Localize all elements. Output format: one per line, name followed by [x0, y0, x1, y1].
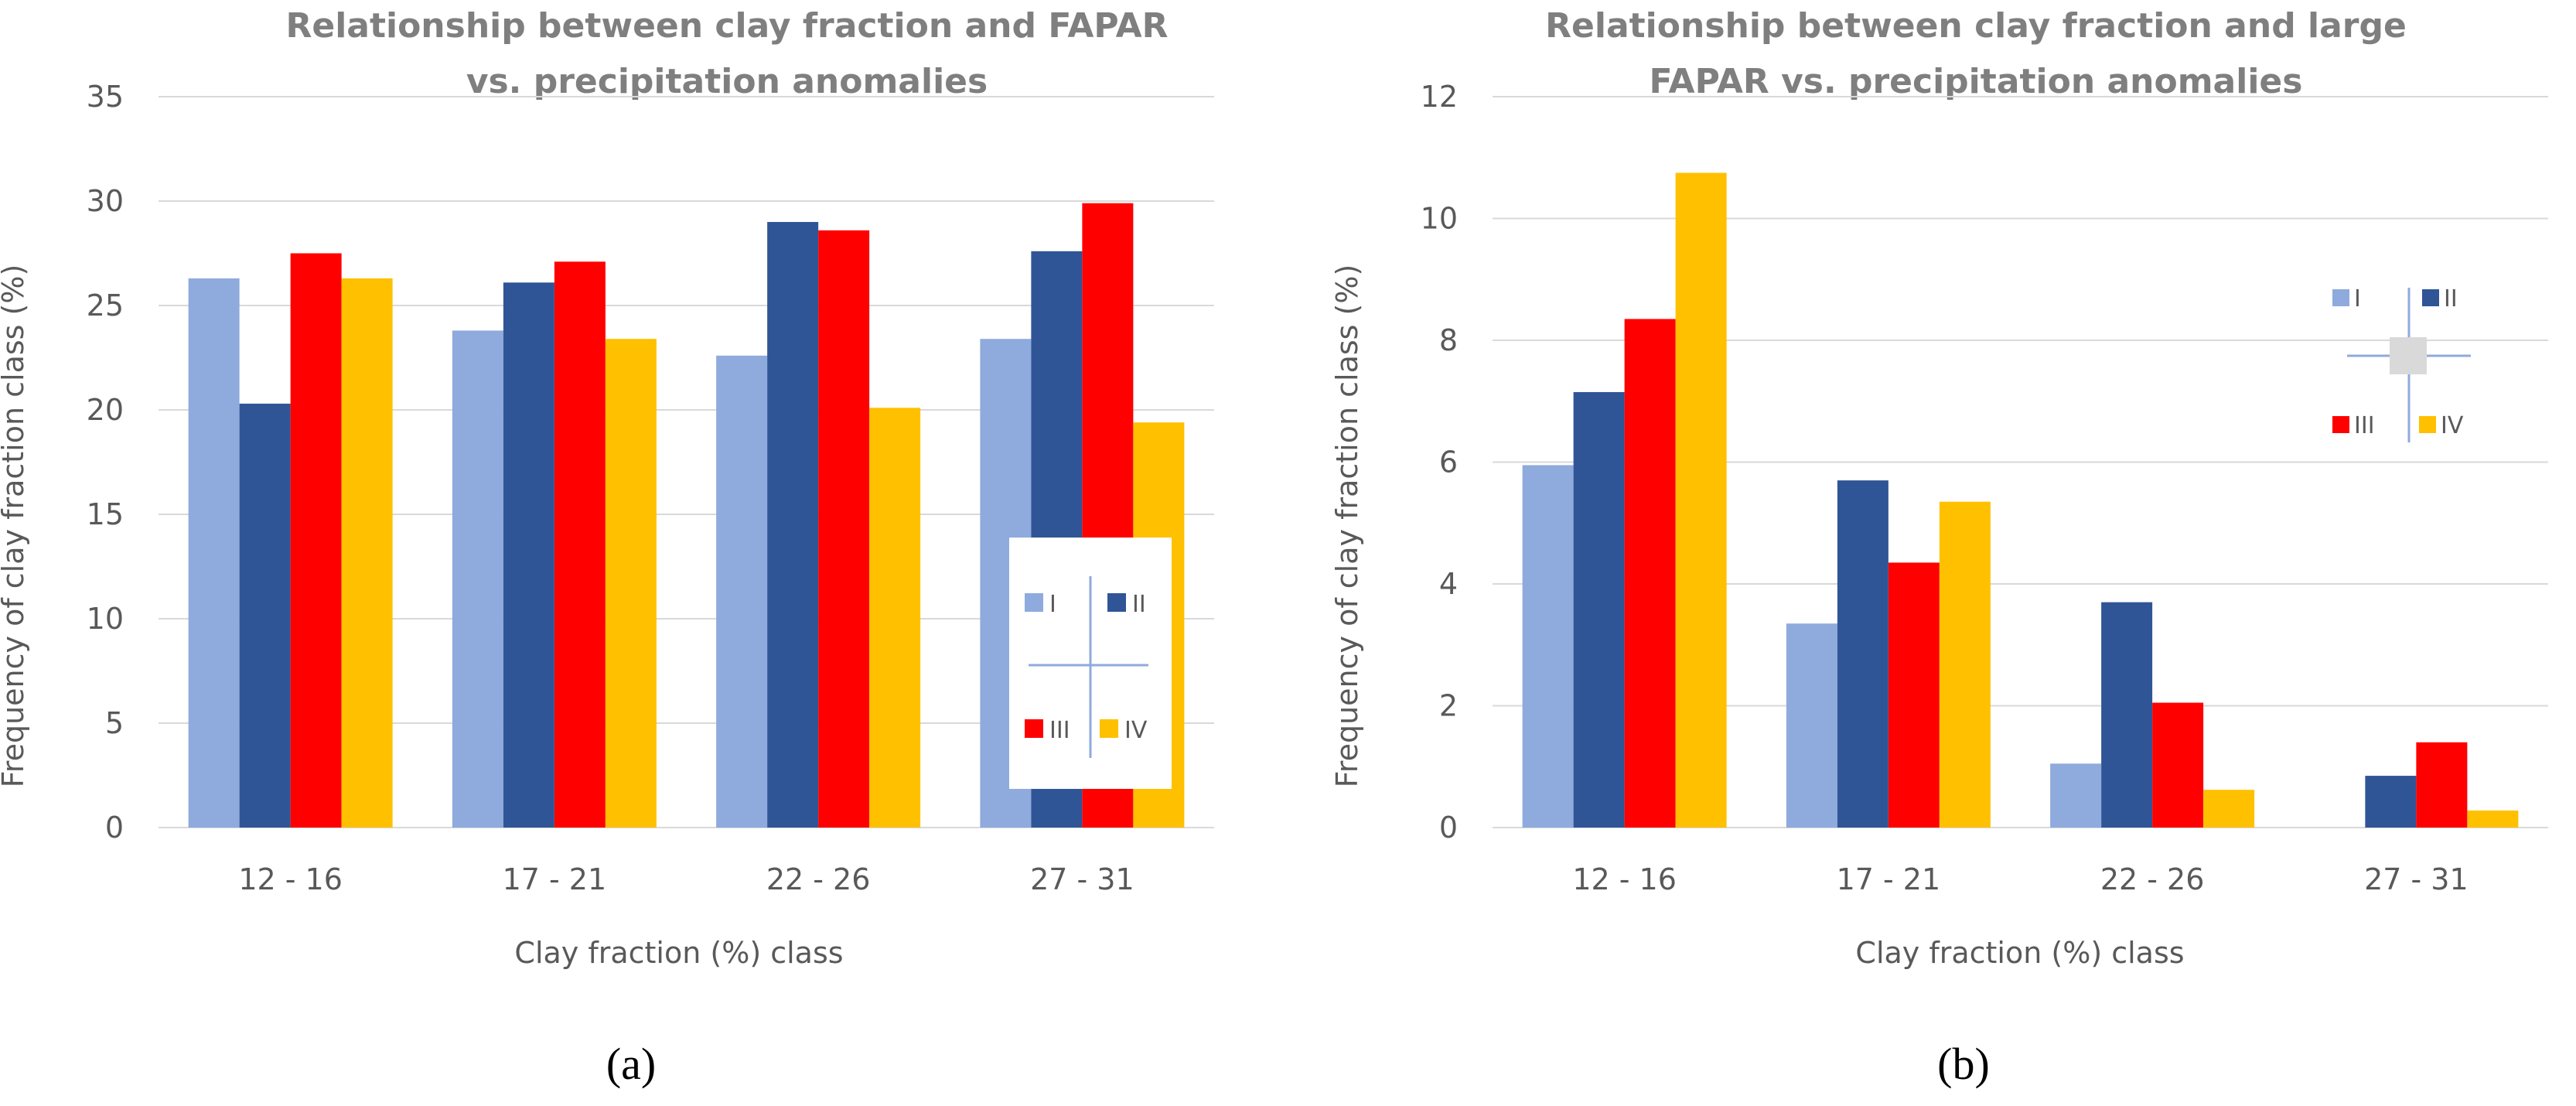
chart-a-bar-ii-3	[767, 222, 819, 828]
chart-b-bar-ii-1	[1573, 391, 1625, 828]
chart-a-y-tick-label: 0	[105, 811, 124, 845]
chart-b-x-tick-label: 27 - 31	[2364, 862, 2469, 896]
chart-a-x-tick-label: 22 - 26	[766, 862, 871, 896]
chart-b-legend-swatch-iii	[2332, 416, 2349, 433]
chart-a-legend-label-ii: II	[1132, 591, 1146, 618]
chart-b-y-tick-label: 2	[1439, 689, 1458, 723]
chart-a-x-tick-label: 17 - 21	[503, 862, 607, 896]
chart-a-legend-label-i: I	[1049, 591, 1056, 618]
chart-a-y-tick-label: 5	[105, 706, 124, 740]
chart-b-legend-swatch-iv	[2419, 416, 2436, 433]
chart-a-bar-iv-2	[605, 339, 657, 828]
chart-a-legend-swatch-iii	[1025, 719, 1043, 738]
chart-b-bar-iv-3	[2203, 790, 2255, 828]
chart-a-x-axis-label: Clay fraction (%) class	[514, 936, 843, 970]
chart-a-bar-iii-2	[554, 261, 606, 828]
chart-a-title-line-2: vs. precipitation anomalies	[466, 62, 988, 101]
chart-a-bar-i-3	[716, 355, 768, 828]
chart-b-bar-iii-4	[2416, 742, 2468, 828]
chart-b-legend-swatch-i	[2332, 289, 2349, 306]
chart-b-title-line-2: FAPAR vs. precipitation anomalies	[1650, 62, 2303, 101]
chart-a-y-tick-label: 10	[87, 602, 124, 636]
chart-a-bar-iv-3	[869, 408, 921, 828]
chart-b-legend-label-ii: II	[2444, 285, 2458, 312]
chart-a-legend-swatch-i	[1025, 593, 1043, 612]
chart-a-y-tick-label: 25	[87, 288, 124, 323]
chart-a-y-tick-label: 15	[87, 497, 124, 531]
chart-b-x-tick-label: 17 - 21	[1837, 862, 1941, 896]
chart-b-y-tick-label: 10	[1421, 202, 1458, 236]
chart-a-bar-ii-2	[503, 282, 554, 828]
chart-a-legend-label-iv: IV	[1124, 717, 1148, 744]
chart-b-y-tick-label: 4	[1439, 567, 1458, 601]
chart-b-bar-iii-1	[1624, 319, 1676, 828]
chart-a: Relationship between clay fraction and F…	[0, 6, 1214, 1089]
chart-b-y-tick-label: 12	[1421, 80, 1458, 114]
chart-a-legend: I II III IV	[1009, 538, 1172, 789]
chart-a-x-tick-label: 12 - 16	[238, 862, 343, 896]
chart-a-bar-iv-1	[341, 278, 393, 828]
chart-b-legend-label-iii: III	[2354, 412, 2375, 439]
chart-b-bar-ii-4	[2365, 776, 2417, 828]
chart-b-bar-ii-3	[2101, 602, 2153, 828]
chart-a-bar-i-1	[188, 278, 240, 828]
chart-a-legend-label-iii: III	[1049, 717, 1070, 744]
chart-b-legend-label-iv: IV	[2441, 412, 2464, 439]
chart-b-y-tick-label: 8	[1439, 323, 1458, 357]
chart-a-x-tick-label: 27 - 31	[1030, 862, 1134, 896]
chart-b-legend-label-i: I	[2354, 285, 2361, 312]
chart-b-y-tick-label: 6	[1439, 445, 1458, 480]
chart-b-bar-iii-3	[2152, 702, 2204, 828]
chart-b-bar-i-3	[2050, 763, 2102, 828]
chart-b-bar-i-1	[1522, 465, 1574, 828]
chart-b-bar-iv-4	[2467, 810, 2519, 828]
chart-a-bar-iii-3	[818, 230, 870, 828]
chart-a-panel-label: (a)	[606, 1039, 656, 1089]
chart-b-legend-center-marker	[2390, 337, 2427, 374]
chart-a-bar-i-2	[452, 330, 503, 828]
chart-b-bar-iv-2	[1939, 501, 1991, 828]
chart-a-y-axis-label: Frequency of clay fraction class (%)	[0, 265, 30, 788]
chart-a-y-tick-label: 20	[87, 393, 124, 427]
chart-b-x-axis-label: Clay fraction (%) class	[1855, 936, 2184, 970]
chart-b-x-tick-label: 12 - 16	[1572, 862, 1677, 896]
chart-b-bar-iv-1	[1675, 172, 1727, 828]
chart-b-x-tick-label: 22 - 26	[2100, 862, 2205, 896]
chart-b-bar-ii-2	[1837, 480, 1888, 828]
chart-b-y-axis-label: Frequency of clay fraction class (%)	[1330, 265, 1364, 788]
chart-a-bar-iii-1	[290, 253, 342, 828]
chart-a-y-tick-label: 35	[87, 80, 124, 114]
chart-b-title-line-1: Relationship between clay fraction and l…	[1545, 6, 2407, 46]
chart-a-legend-swatch-ii	[1107, 593, 1126, 612]
chart-b-panel-label: (b)	[1937, 1039, 1990, 1089]
chart-b-bar-iii-2	[1888, 562, 1940, 828]
chart-b: Relationship between clay fraction and l…	[1330, 6, 2548, 1089]
chart-b-bar-i-2	[1786, 623, 1837, 828]
chart-a-y-tick-label: 30	[87, 184, 124, 218]
chart-b-legend: I II III IV	[2332, 285, 2471, 442]
chart-b-y-tick-label: 0	[1439, 811, 1458, 845]
chart-a-bar-ii-1	[239, 403, 291, 828]
chart-a-title-line-1: Relationship between clay fraction and F…	[285, 6, 1168, 46]
chart-a-legend-swatch-iv	[1100, 719, 1118, 738]
chart-b-legend-swatch-ii	[2422, 289, 2439, 306]
